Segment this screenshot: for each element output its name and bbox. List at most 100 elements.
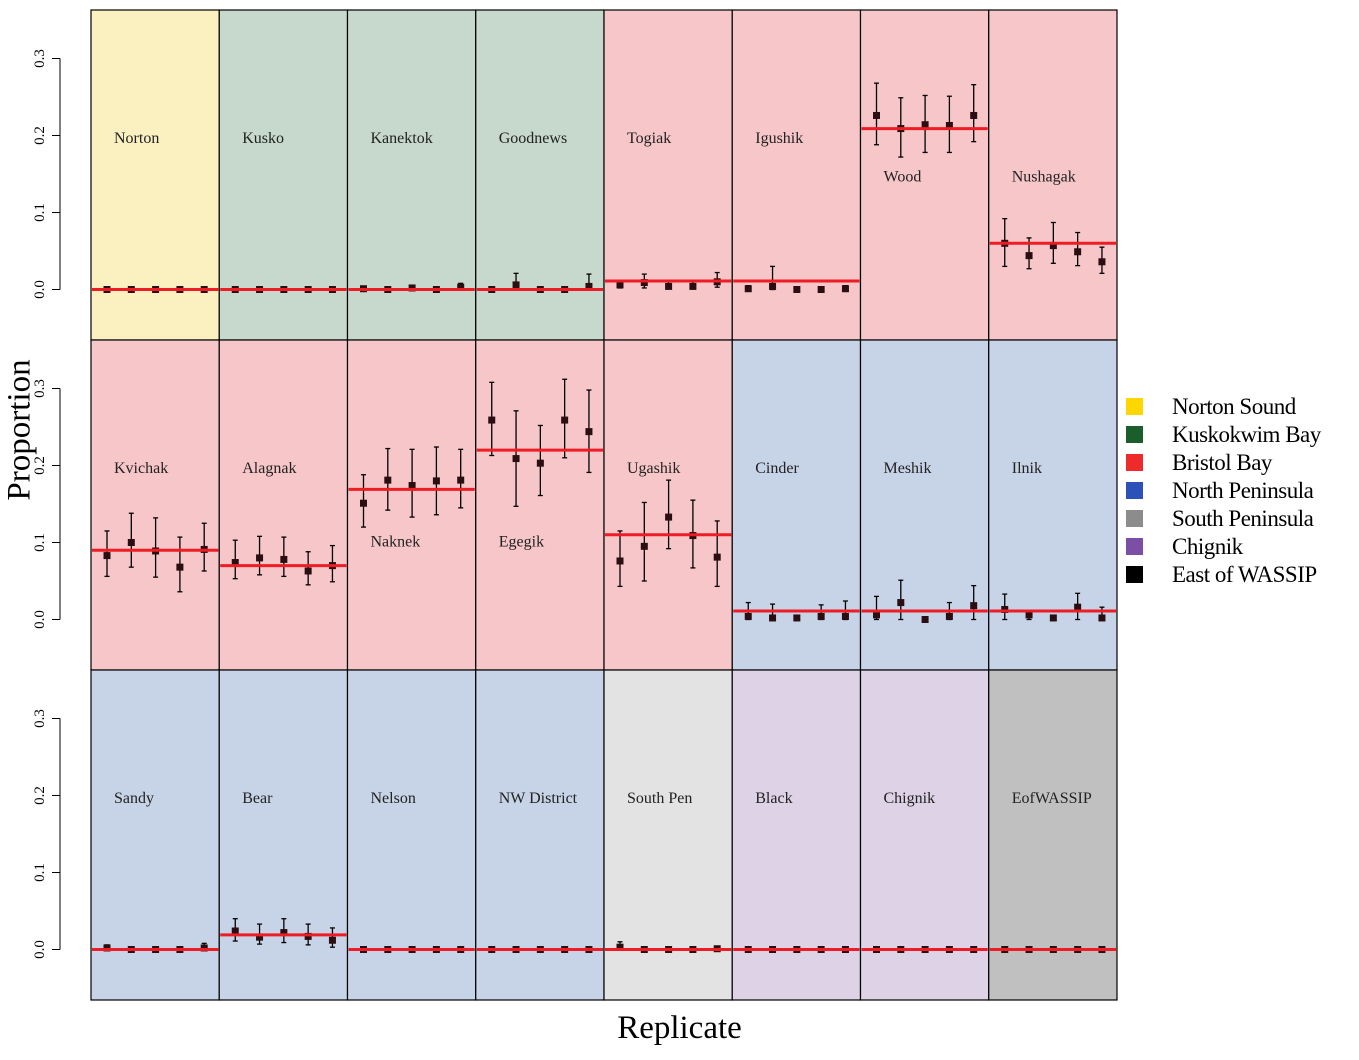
panel-chignik bbox=[859, 669, 990, 1001]
panel-alagnak bbox=[218, 339, 349, 671]
panel-igushik bbox=[731, 9, 862, 341]
legend-item-east-of-wassip: East of WASSIP bbox=[1126, 562, 1356, 590]
panel-wood bbox=[859, 9, 990, 341]
panel-label: Alagnak bbox=[242, 460, 296, 477]
x-axis-title: Replicate bbox=[617, 1010, 742, 1046]
panel-label: EofWASSIP bbox=[1012, 790, 1092, 807]
panel-label: Togiak bbox=[627, 130, 671, 147]
legend-label: Chignik bbox=[1172, 534, 1243, 559]
estimate-point bbox=[103, 552, 111, 560]
estimate-point bbox=[1049, 242, 1057, 250]
estimate-point bbox=[945, 121, 953, 129]
estimate-point bbox=[1001, 605, 1009, 613]
panel-label: Ugashik bbox=[627, 460, 680, 477]
panel-label: Naknek bbox=[371, 533, 421, 550]
estimate-point bbox=[561, 416, 569, 424]
panel-label: Kvichak bbox=[114, 460, 168, 477]
estimate-point bbox=[432, 477, 440, 485]
y-tick-label: 0.2 bbox=[32, 456, 48, 475]
estimate-point bbox=[769, 614, 777, 622]
panel-kusko bbox=[218, 9, 349, 341]
estimate-point bbox=[665, 513, 673, 521]
estimate-point bbox=[304, 932, 312, 940]
legend-label: North Peninsula bbox=[1172, 478, 1314, 503]
estimate-point bbox=[616, 557, 624, 565]
legend-swatch bbox=[1126, 566, 1143, 583]
estimate-point bbox=[103, 944, 111, 952]
panel-label: Meshik bbox=[884, 460, 932, 477]
panel-label: Nelson bbox=[371, 790, 416, 807]
estimate-point bbox=[921, 121, 929, 129]
y-tick-label: 0.1 bbox=[32, 863, 48, 882]
legend-swatch bbox=[1126, 454, 1143, 471]
estimate-point bbox=[512, 455, 520, 463]
estimate-point bbox=[1074, 248, 1082, 256]
y-tick-label: 0.3 bbox=[32, 49, 48, 68]
estimate-point bbox=[817, 286, 825, 293]
estimate-point bbox=[231, 927, 239, 935]
estimate-point bbox=[817, 612, 825, 620]
y-tick-label: 0.3 bbox=[32, 379, 48, 398]
estimate-point bbox=[536, 459, 544, 467]
panel-egegik bbox=[475, 339, 605, 671]
panel-bear bbox=[218, 669, 349, 1001]
estimate-point bbox=[616, 281, 624, 289]
estimate-point bbox=[488, 416, 496, 424]
estimate-point bbox=[384, 476, 392, 484]
panel-label: Bear bbox=[242, 790, 273, 807]
estimate-point bbox=[970, 111, 978, 119]
panel-label: South Pen bbox=[627, 790, 692, 807]
panel-eofwassip bbox=[988, 669, 1118, 1001]
legend-item-kuskokwim-bay: Kuskokwim Bay bbox=[1126, 422, 1356, 450]
panel-label: Norton bbox=[114, 130, 159, 147]
y-tick-label: 0.1 bbox=[32, 203, 48, 222]
panel-label: Nushagak bbox=[1012, 169, 1076, 186]
panel-label: Ilnik bbox=[1012, 460, 1042, 477]
panel-label: NW District bbox=[499, 790, 578, 807]
legend-label: Norton Sound bbox=[1172, 394, 1296, 419]
legend-swatch bbox=[1126, 482, 1143, 499]
estimate-point bbox=[457, 283, 465, 291]
estimate-point bbox=[280, 929, 288, 937]
y-tick-label: 0.0 bbox=[32, 940, 48, 959]
estimate-point bbox=[841, 612, 849, 620]
legend-item-norton-sound: Norton Sound bbox=[1126, 394, 1356, 422]
estimate-point bbox=[408, 284, 416, 292]
legend-swatch bbox=[1126, 426, 1143, 443]
y-tick-label: 0.3 bbox=[32, 709, 48, 728]
estimate-point bbox=[360, 499, 367, 507]
estimate-point bbox=[945, 612, 953, 620]
estimate-point bbox=[841, 285, 849, 293]
panel-label: Sandy bbox=[114, 790, 154, 807]
legend-label: South Peninsula bbox=[1172, 506, 1314, 531]
estimate-point bbox=[640, 279, 648, 287]
legend-label: Kuskokwim Bay bbox=[1172, 422, 1321, 447]
panel-kvichak bbox=[90, 339, 220, 671]
legend-swatch bbox=[1126, 538, 1143, 555]
legend-item-north-peninsula: North Peninsula bbox=[1126, 478, 1356, 506]
panel-nelson bbox=[346, 669, 477, 1001]
estimate-point bbox=[769, 282, 777, 290]
panel-label: Chignik bbox=[884, 790, 936, 807]
panel-black bbox=[731, 669, 862, 1001]
estimate-point bbox=[897, 599, 905, 607]
panel-label: Wood bbox=[884, 169, 922, 186]
legend-label: Bristol Bay bbox=[1172, 450, 1272, 475]
legend-label: East of WASSIP bbox=[1172, 562, 1317, 587]
estimate-point bbox=[793, 614, 801, 622]
estimate-point bbox=[231, 559, 239, 567]
estimate-point bbox=[1049, 614, 1057, 622]
estimate-point bbox=[970, 602, 978, 610]
estimate-point bbox=[280, 555, 288, 563]
estimate-point bbox=[1025, 611, 1033, 619]
panel-norton bbox=[90, 9, 220, 341]
panel-label: Kanektok bbox=[371, 130, 433, 147]
panel-label: Kusko bbox=[242, 130, 284, 147]
y-tick-label: 0.1 bbox=[32, 533, 48, 552]
y-tick-label: 0.0 bbox=[32, 610, 48, 629]
panel-meshik bbox=[859, 339, 990, 671]
estimate-point bbox=[713, 553, 721, 561]
legend-item-bristol-bay: Bristol Bay bbox=[1126, 450, 1356, 478]
